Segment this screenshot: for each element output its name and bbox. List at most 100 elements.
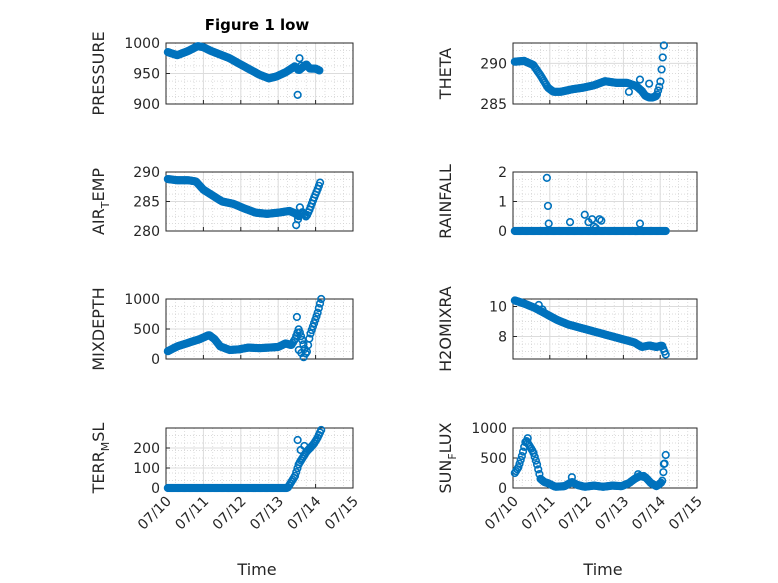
panel-8-data-point [517, 452, 526, 461]
panel-8-data-point [639, 471, 648, 481]
panel-4-data-point [597, 216, 606, 225]
panel-5-axes-border [165, 298, 354, 360]
panel-8-ytick-label: 1000 [471, 421, 507, 437]
panel-2-data-point [654, 86, 663, 95]
panel-8-data-point [567, 473, 576, 482]
panel-4-data-point [565, 218, 575, 227]
panel-6-axes-border [512, 298, 698, 360]
panel-8-xtick-label: 07/12 [556, 494, 596, 534]
panel-1-ylabel: PRESSURE [89, 31, 108, 115]
panel-5-data-point [315, 299, 325, 308]
panel-6-ytick-label: 8 [498, 330, 507, 346]
panel-2-data-point [624, 87, 634, 96]
panel-1-axes-border [165, 42, 354, 105]
panel-5-data-point [314, 304, 323, 313]
panel-3-axes-border [165, 171, 354, 232]
panel-5-data-point [317, 294, 326, 304]
panel-3-ytick-label: 285 [133, 195, 160, 211]
panel-2-data-point [652, 90, 662, 99]
panel-5-data-point [292, 312, 302, 322]
panel-2-ytick-label: 285 [480, 97, 507, 113]
panel-4-data-point [580, 210, 589, 219]
panel-4-data-point [661, 226, 670, 236]
panel-2-ytick-label: 290 [480, 56, 507, 72]
panel-6-ytick-label: 10 [489, 300, 507, 316]
panel-8-data-point [515, 459, 524, 468]
panel-8-data-point [514, 463, 523, 472]
panel-3-data-point [315, 178, 325, 187]
panel-1-data-point [295, 54, 304, 63]
panel-4-ytick-label: 2 [498, 165, 507, 181]
panel-5-data-point [296, 332, 306, 341]
panel-5-ytick-label: 500 [133, 322, 160, 338]
panel-2-axes-border [512, 42, 698, 105]
panel-8-xtick-label: 07/11 [519, 494, 559, 534]
panel-8-data-point [523, 434, 532, 443]
panel-6-ylabel: H2OMIXRA [436, 286, 455, 372]
panel-8-data-point [532, 460, 542, 469]
panel-8-data-point [658, 476, 667, 485]
panel-7-ytick-label: 100 [133, 461, 160, 477]
panel-5-data-point [297, 348, 306, 358]
panel-4-data-point [591, 223, 600, 233]
panel-5-data-point [305, 334, 314, 343]
panel-4-data-point [544, 219, 553, 228]
panel-3-ytick-label: 290 [133, 165, 160, 181]
panel-8-data-point [518, 447, 528, 456]
panel-4-data-point [635, 219, 645, 228]
panel-8-xtick-label: 07/10 [482, 494, 522, 534]
panel-2-data-point [658, 53, 667, 62]
panel-7-xtick-label: 07/10 [135, 494, 175, 534]
panel-7-data-point [293, 435, 302, 445]
panel-5-data-point [312, 312, 321, 321]
panel-8-data-point [659, 468, 668, 477]
panel-5-ytick-label: 0 [151, 352, 160, 368]
panel-8-data-point [534, 465, 543, 474]
panel-7-data-point [317, 425, 326, 435]
panel-5-data-point [295, 328, 304, 337]
panel-5-data-point [313, 308, 322, 317]
panel-4-data-point [589, 222, 599, 231]
panel-2-ylabel: THETA [436, 48, 455, 100]
panel-8-xtick-label: 07/15 [666, 494, 706, 534]
panel-1-data-point [293, 90, 302, 99]
panel-2-data-point [635, 75, 645, 84]
panel-4-data-point [542, 173, 551, 182]
panel-3-data-point [293, 215, 303, 224]
panel-1-data-point [297, 61, 306, 70]
panel-7-xtick-label: 07/13 [247, 494, 287, 534]
panel-8-ytick-label: 500 [480, 451, 507, 467]
panel-7-ylabel: TERRMSL [89, 423, 112, 495]
panel-7-data-point [292, 467, 301, 477]
panel-8-data-point [530, 452, 539, 461]
panel-7-xtick-label: 07/11 [172, 494, 212, 534]
panel-2-data-point [655, 82, 664, 91]
panel-8-ytick-label: 0 [498, 481, 507, 497]
panel-5-data-point [299, 340, 308, 349]
panel-3-ylabel: AIRTEMP [89, 168, 112, 235]
panel-4-ylabel: RAINFALL [436, 164, 455, 239]
panel-8-ylabel: SUNFLUX [436, 422, 459, 493]
panel-7-xtick-label: 07/15 [322, 494, 362, 534]
panel-7-ytick-label: 0 [151, 481, 160, 497]
panel-4-data-point [543, 201, 553, 211]
panel-3-data-point [301, 212, 311, 221]
panel-7-data-point [300, 441, 309, 451]
panel-2-data-point [659, 41, 668, 50]
x-axis-label-right: Time [582, 560, 622, 579]
panel-5-data-point [299, 353, 308, 362]
panel-8-data-point [659, 459, 668, 469]
panel-8-xtick-label: 07/14 [629, 493, 669, 533]
panel-1-ytick-label: 900 [133, 97, 160, 113]
panel-2-data-point [657, 65, 666, 74]
panel-8-data-point [516, 455, 525, 465]
panel-8-data-point [661, 450, 670, 460]
panel-5-ylabel: MIXDEPTH [89, 287, 108, 370]
panel-3-data-point [295, 203, 304, 212]
panel-3-ytick-label: 280 [133, 224, 160, 240]
panel-8-data-point [531, 456, 540, 465]
panel-4-ytick-label: 0 [498, 224, 507, 240]
panel-2-data-point [656, 77, 665, 86]
